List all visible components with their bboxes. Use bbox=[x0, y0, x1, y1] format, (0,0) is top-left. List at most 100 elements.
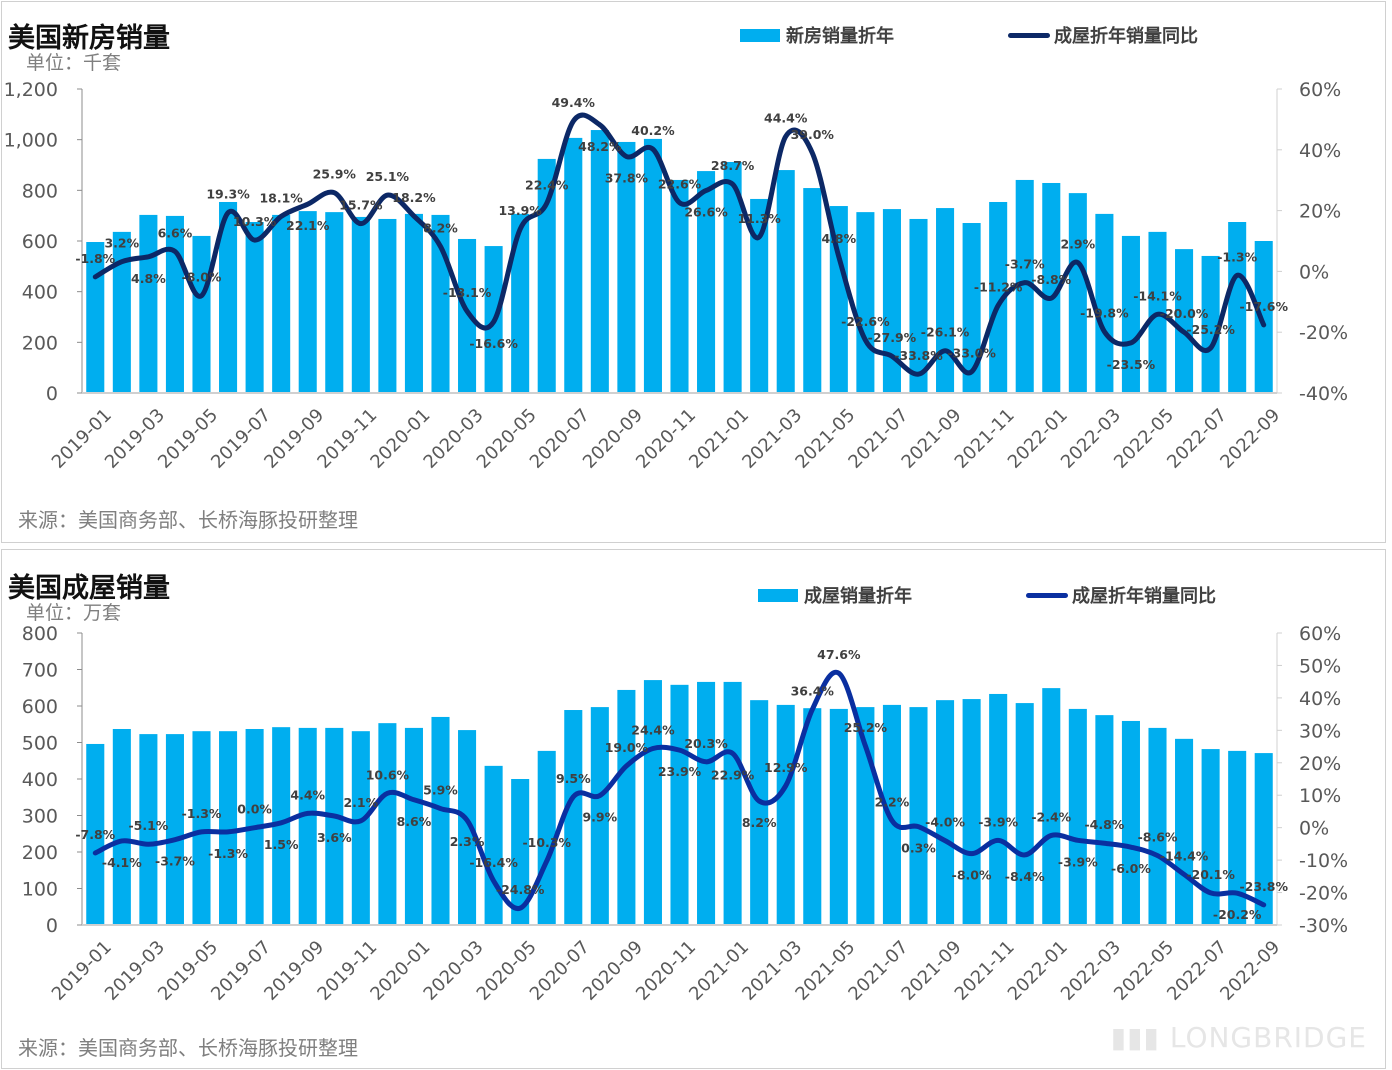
yoy-data-label: 2.3% bbox=[450, 834, 485, 849]
yoy-data-label: -2.4% bbox=[1031, 809, 1071, 824]
right-tick-label: -30% bbox=[1299, 915, 1348, 937]
bar-2021-07 bbox=[882, 209, 901, 393]
existing-home-sales-chart: 0 100 200 300 400 500 600 700 800 -30% -20% -10% 0% 1… bbox=[22, 623, 1348, 1005]
bar-2019-04 bbox=[165, 215, 184, 393]
yoy-data-label: 39.0% bbox=[791, 127, 835, 142]
yoy-data-label: 6.6% bbox=[158, 225, 193, 240]
yoy-data-label: -1.3% bbox=[1217, 249, 1257, 264]
bar-2019-05 bbox=[192, 235, 211, 393]
bar-2019-11 bbox=[351, 216, 370, 393]
bar-2019-03 bbox=[139, 214, 158, 393]
yoy-data-label: 22.1% bbox=[286, 218, 330, 233]
yoy-data-label: 22.4% bbox=[525, 177, 569, 192]
yoy-data-label: -24.8% bbox=[496, 882, 545, 897]
bar-2020-12 bbox=[697, 681, 716, 925]
yoy-data-label: -23.5% bbox=[1107, 357, 1156, 372]
yoy-data-label: 4.8% bbox=[821, 231, 856, 246]
right-tick-label: -20% bbox=[1299, 883, 1348, 905]
legend-bar-label: 新房销量折年 bbox=[786, 26, 894, 47]
bar-2021-10 bbox=[962, 223, 981, 393]
bar-2019-10 bbox=[325, 727, 344, 925]
yoy-data-label: 2.1% bbox=[343, 795, 378, 810]
left-tick-label: 1,000 bbox=[4, 130, 58, 152]
yoy-data-label: 40.2% bbox=[631, 123, 675, 138]
yoy-data-label: -5.1% bbox=[128, 818, 168, 833]
yoy-data-label: 18.1% bbox=[259, 190, 303, 205]
source-note: 来源：美国商务部、长桥海豚投研整理 bbox=[18, 1036, 358, 1060]
yoy-data-label: -25.2% bbox=[1186, 322, 1235, 337]
yoy-data-label: -4.1% bbox=[102, 855, 142, 870]
yoy-data-label: 0.3% bbox=[901, 841, 936, 856]
legend-line-label: 成屋折年销量同比 bbox=[1072, 586, 1216, 607]
bar-2020-08 bbox=[590, 130, 609, 394]
bar-2021-01 bbox=[723, 161, 742, 393]
bar-2021-08 bbox=[909, 218, 928, 393]
yoy-data-label: 4.4% bbox=[290, 787, 325, 802]
bar-2020-03 bbox=[458, 238, 477, 393]
left-tick-label: 400 bbox=[22, 769, 58, 791]
left-tick-label: 600 bbox=[22, 696, 58, 718]
legend-bar: 成屋销量折年 bbox=[758, 582, 912, 608]
bar-2021-04 bbox=[803, 188, 822, 393]
bar-2021-11 bbox=[989, 201, 1008, 393]
bar-2019-06 bbox=[219, 731, 238, 925]
yoy-data-label: 8.6% bbox=[397, 814, 432, 829]
yoy-data-label: -8.6% bbox=[1138, 830, 1178, 845]
yoy-data-label: 26.6% bbox=[684, 205, 728, 220]
yoy-data-label: -10.3% bbox=[522, 835, 571, 850]
bar-2020-09 bbox=[617, 141, 636, 393]
yoy-data-label: -6.0% bbox=[1111, 861, 1151, 876]
yoy-data-label: -16.4% bbox=[469, 855, 518, 870]
bar-2022-01 bbox=[1042, 688, 1061, 925]
yoy-data-label: -8.0% bbox=[182, 270, 222, 285]
bar-2019-09 bbox=[298, 727, 317, 925]
bar-2020-06 bbox=[537, 750, 556, 925]
right-tick-label: -20% bbox=[1299, 322, 1348, 344]
yoy-data-label: -17.6% bbox=[1239, 299, 1288, 314]
yoy-data-label: 2.9% bbox=[1060, 237, 1095, 252]
yoy-data-label: 25.1% bbox=[366, 169, 410, 184]
yoy-data-label: 23.9% bbox=[658, 764, 702, 779]
bar-2022-01 bbox=[1042, 182, 1061, 393]
yoy-data-label: 1.5% bbox=[264, 837, 299, 852]
legend-line-label: 成屋折年销量同比 bbox=[1054, 26, 1198, 47]
bar-2019-05 bbox=[192, 731, 211, 925]
yoy-data-label: -20.0% bbox=[1160, 306, 1209, 321]
yoy-data-label: -13.1% bbox=[443, 285, 492, 300]
yoy-data-label: -14.4% bbox=[1160, 848, 1209, 863]
yoy-data-label: 22.6% bbox=[658, 177, 702, 192]
yoy-data-label: 19.0% bbox=[605, 740, 649, 755]
yoy-data-label: 9.5% bbox=[556, 771, 591, 786]
bar-2022-05 bbox=[1148, 727, 1167, 925]
left-tick-label: 200 bbox=[22, 332, 58, 354]
bar-2020-05 bbox=[511, 213, 530, 393]
yoy-data-label: -8.8% bbox=[1031, 272, 1071, 287]
yoy-data-label: 49.4% bbox=[552, 95, 596, 110]
bar-2020-12 bbox=[697, 171, 716, 393]
yoy-data-label: -23.8% bbox=[1239, 879, 1288, 894]
yoy-data-label: -1.3% bbox=[208, 846, 248, 861]
left-tick-label: 800 bbox=[22, 623, 58, 645]
left-tick-label: 200 bbox=[22, 842, 58, 864]
bar-2022-06 bbox=[1175, 738, 1194, 925]
left-tick-label: 700 bbox=[22, 660, 58, 682]
yoy-data-label: 10.6% bbox=[366, 767, 410, 782]
yoy-data-label: 44.4% bbox=[764, 110, 808, 125]
yoy-data-label: 10.3% bbox=[233, 214, 277, 229]
bar-2022-02 bbox=[1068, 193, 1087, 393]
bar-2021-01 bbox=[723, 681, 742, 925]
yoy-data-label: 12.9% bbox=[764, 760, 808, 775]
yoy-data-label: 25.9% bbox=[313, 167, 357, 182]
source-note: 来源：美国商务部、长桥海豚投研整理 bbox=[18, 508, 358, 532]
yoy-data-label: -1.8% bbox=[75, 251, 115, 266]
bar-2022-04 bbox=[1121, 720, 1140, 925]
left-tick-label: 300 bbox=[22, 806, 58, 828]
right-tick-label: 0% bbox=[1299, 818, 1329, 840]
bar-2021-12 bbox=[1015, 703, 1034, 925]
yoy-data-label: -22.6% bbox=[841, 314, 890, 329]
yoy-data-label: -11.2% bbox=[974, 279, 1023, 294]
bar-2022-08 bbox=[1228, 222, 1247, 393]
bar-2020-02 bbox=[431, 716, 450, 925]
yoy-data-label: -4.0% bbox=[925, 815, 965, 830]
yoy-data-label: 11.3% bbox=[737, 211, 781, 226]
